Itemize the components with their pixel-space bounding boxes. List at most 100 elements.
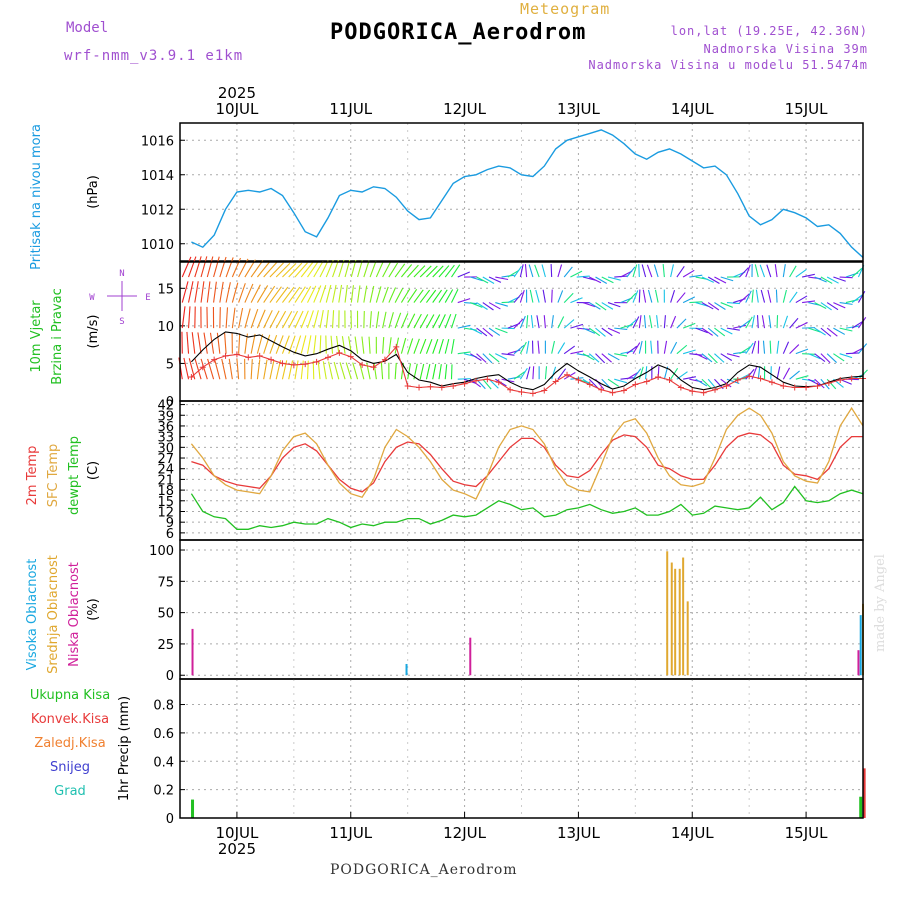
wind-arrow bbox=[695, 327, 708, 334]
pressure-frame bbox=[179, 122, 864, 262]
wind-arrow bbox=[495, 353, 508, 360]
wind-axis-label: Brzina i Pravac bbox=[50, 288, 65, 385]
wind-arrow bbox=[833, 302, 846, 309]
temperature-axis-label: SFC Temp bbox=[46, 444, 61, 508]
wind-arrow bbox=[537, 340, 540, 354]
bar-mid bbox=[674, 568, 677, 676]
wind-arrow bbox=[339, 362, 346, 380]
wind-arrow bbox=[495, 327, 508, 334]
wind-arrow bbox=[191, 332, 196, 354]
wind-arrow bbox=[826, 302, 839, 311]
wind-arrow bbox=[814, 276, 827, 283]
wind-arrow bbox=[646, 264, 653, 278]
wind-arrow bbox=[319, 260, 329, 278]
unit-label: (%) bbox=[86, 598, 101, 621]
wind-arrow bbox=[519, 341, 527, 354]
wind-arrow bbox=[782, 315, 789, 329]
bar-mid bbox=[686, 601, 689, 676]
wind-arrow bbox=[225, 282, 231, 303]
wind-panel bbox=[107, 256, 868, 402]
wind-gust-marker bbox=[381, 356, 388, 363]
wind-arrow bbox=[789, 344, 800, 355]
wind-arrow bbox=[224, 332, 227, 354]
wind-gust-marker bbox=[438, 384, 445, 391]
wind-arrow bbox=[203, 332, 208, 354]
wind-gust-marker bbox=[700, 389, 707, 396]
wind-arrow bbox=[288, 360, 294, 380]
wind-arrow bbox=[213, 256, 220, 278]
wind-arrow bbox=[225, 257, 234, 278]
wind-arrow bbox=[438, 314, 446, 329]
wind-arrow bbox=[250, 359, 253, 380]
wind-arrow bbox=[186, 331, 190, 354]
wind-arrow bbox=[419, 363, 425, 380]
wind-arrow bbox=[833, 327, 846, 335]
unit-label: (C) bbox=[86, 461, 101, 480]
wind-arrow bbox=[751, 315, 755, 329]
wind-arrow bbox=[595, 302, 607, 311]
precip-legend-label: Grad bbox=[54, 784, 86, 799]
wind-arrow bbox=[632, 290, 639, 303]
wind-arrow bbox=[601, 302, 614, 310]
wind-arrow bbox=[382, 286, 389, 303]
wind-arrow bbox=[306, 335, 312, 354]
wind-gust-marker bbox=[609, 389, 616, 396]
wind-gust-marker bbox=[791, 384, 798, 391]
wind-arrow bbox=[720, 302, 733, 308]
x-tick-label-top: 12JUL bbox=[443, 100, 486, 118]
wind-gust-marker bbox=[256, 352, 263, 359]
wind-arrow bbox=[814, 353, 826, 362]
wind-arrow bbox=[595, 276, 608, 285]
wind-arrow bbox=[707, 276, 720, 284]
wind-arrow bbox=[839, 302, 853, 305]
temp-line-2m bbox=[191, 432, 863, 493]
wind-arrow bbox=[519, 315, 526, 329]
wind-arrow bbox=[413, 289, 424, 303]
wind-arrow bbox=[294, 360, 299, 380]
wind-arrow bbox=[361, 336, 365, 354]
wind-gust-marker bbox=[279, 360, 286, 367]
y-tick-label: 9 bbox=[166, 516, 174, 531]
wind-arrow bbox=[638, 340, 643, 354]
wind-arrow bbox=[407, 338, 414, 354]
wind-arrow bbox=[438, 338, 444, 354]
wind-arrow bbox=[269, 262, 284, 278]
wind-arrow bbox=[851, 267, 863, 278]
wind-arrow bbox=[425, 338, 433, 354]
wind-arrow bbox=[513, 318, 524, 329]
y-tick-label: 24 bbox=[157, 463, 174, 478]
wind-arrow bbox=[550, 264, 553, 278]
wind-arrow bbox=[313, 310, 319, 329]
wind-arrow bbox=[682, 269, 695, 278]
wind-arrow bbox=[751, 289, 754, 303]
wind-arrow bbox=[181, 281, 189, 303]
clouds-panel bbox=[179, 539, 864, 680]
unit-label: (hPa) bbox=[86, 175, 101, 209]
wind-arrow bbox=[250, 308, 259, 329]
wind-arrow bbox=[238, 307, 244, 329]
wind-arrow bbox=[714, 327, 726, 337]
wind-arrow bbox=[438, 364, 442, 380]
wind-arrow bbox=[263, 261, 278, 278]
wind-arrow bbox=[826, 353, 837, 363]
wind-arrow bbox=[419, 265, 432, 278]
wind-gust-marker bbox=[507, 386, 514, 393]
y-tick-label: 12 bbox=[157, 505, 174, 520]
wind-arrow bbox=[632, 316, 640, 329]
wind-arrow bbox=[313, 260, 324, 278]
wind-gust-marker bbox=[620, 387, 627, 394]
wind-arrow bbox=[513, 371, 526, 380]
wind-arrow bbox=[851, 320, 864, 329]
wind-arrow bbox=[275, 286, 289, 303]
wind-arrow bbox=[256, 334, 264, 354]
wind-arrow bbox=[269, 359, 275, 380]
y-tick-label: 36 bbox=[157, 420, 174, 435]
wind-arrow bbox=[839, 353, 853, 359]
wind-arrow bbox=[413, 338, 420, 354]
wind-arrow bbox=[330, 335, 334, 354]
wind-arrow bbox=[535, 289, 540, 303]
wind-gust-marker bbox=[347, 353, 354, 360]
wind-arrow bbox=[294, 262, 308, 278]
wind-arrow bbox=[541, 264, 546, 278]
wind-arrow bbox=[344, 259, 351, 278]
